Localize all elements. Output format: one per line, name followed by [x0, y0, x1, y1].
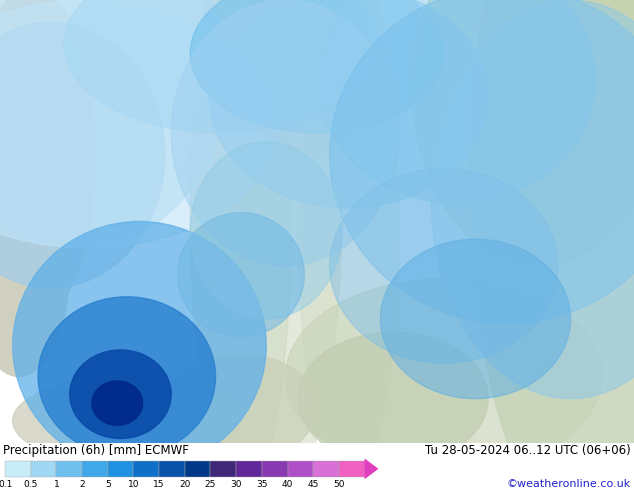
Text: 15: 15	[153, 480, 165, 489]
Ellipse shape	[13, 376, 241, 465]
Ellipse shape	[92, 381, 143, 425]
Ellipse shape	[70, 350, 171, 439]
Bar	[159, 461, 184, 477]
Ellipse shape	[63, 0, 380, 133]
Text: 5: 5	[105, 480, 111, 489]
Text: 45: 45	[307, 480, 319, 489]
Bar	[287, 461, 313, 477]
Ellipse shape	[330, 0, 634, 323]
Ellipse shape	[171, 0, 399, 266]
Ellipse shape	[241, 0, 368, 159]
Bar	[82, 461, 108, 477]
Ellipse shape	[298, 0, 399, 487]
Ellipse shape	[285, 279, 602, 474]
Ellipse shape	[571, 0, 634, 164]
Text: Tu 28-05-2024 06..12 UTC (06+06): Tu 28-05-2024 06..12 UTC (06+06)	[425, 444, 631, 457]
Text: 50: 50	[333, 480, 345, 489]
Bar	[56, 461, 82, 477]
Text: 2: 2	[79, 480, 85, 489]
Ellipse shape	[190, 0, 444, 133]
Ellipse shape	[317, 0, 596, 204]
Ellipse shape	[178, 213, 304, 337]
Bar	[108, 461, 133, 477]
Text: 20: 20	[179, 480, 190, 489]
Ellipse shape	[190, 0, 292, 490]
Ellipse shape	[298, 332, 488, 465]
Ellipse shape	[412, 0, 634, 266]
Ellipse shape	[38, 297, 216, 456]
Text: 35: 35	[256, 480, 268, 489]
Ellipse shape	[469, 0, 634, 490]
Ellipse shape	[0, 0, 95, 323]
Ellipse shape	[190, 0, 342, 490]
Bar	[236, 461, 262, 477]
Ellipse shape	[209, 0, 488, 208]
Text: 0.5: 0.5	[23, 480, 38, 489]
Ellipse shape	[190, 142, 342, 319]
Text: 1: 1	[53, 480, 60, 489]
Ellipse shape	[0, 155, 70, 376]
Bar	[210, 461, 236, 477]
Text: ©weatheronline.co.uk: ©weatheronline.co.uk	[507, 479, 631, 489]
Ellipse shape	[165, 354, 317, 461]
Polygon shape	[365, 459, 378, 479]
Ellipse shape	[13, 221, 266, 469]
Ellipse shape	[0, 22, 165, 288]
Bar	[185, 461, 210, 477]
Text: 25: 25	[205, 480, 216, 489]
Text: 40: 40	[282, 480, 293, 489]
Ellipse shape	[431, 0, 634, 399]
Bar	[133, 461, 159, 477]
Bar	[313, 461, 339, 477]
Bar	[30, 461, 56, 477]
Ellipse shape	[0, 0, 279, 248]
Ellipse shape	[330, 169, 558, 363]
Text: Precipitation (6h) [mm] ECMWF: Precipitation (6h) [mm] ECMWF	[3, 444, 189, 457]
Text: 10: 10	[127, 480, 139, 489]
Bar	[262, 461, 287, 477]
Text: 30: 30	[230, 480, 242, 489]
Bar	[5, 461, 30, 477]
Ellipse shape	[380, 239, 571, 399]
Text: 0.1: 0.1	[0, 480, 12, 489]
Ellipse shape	[0, 0, 228, 248]
Bar	[339, 461, 365, 477]
